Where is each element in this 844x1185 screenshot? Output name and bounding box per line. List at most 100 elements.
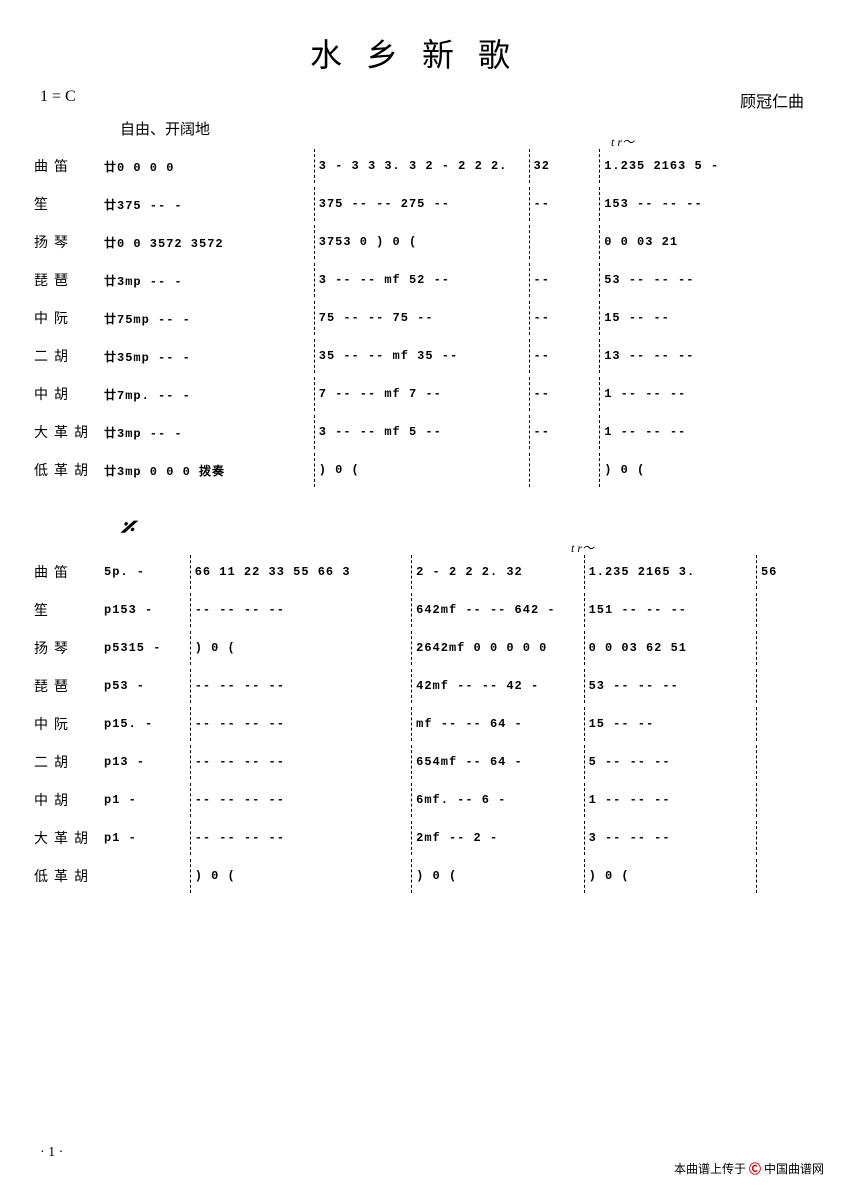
measure-cell: 1 -- -- -- [600,377,814,411]
staff-row-zhongruan-2: 中阮 p15. - -- -- -- -- mf -- -- 64 - 15 -… [30,705,814,743]
composer: 顾冠仁曲 [740,88,804,112]
notation-row: 廿75mp -- - 75 -- -- 75 -- -- 15 -- -- [100,301,814,335]
staff-row-pipa: 琵琶 廿3mp -- - 3 -- -- mf 52 -- -- 53 -- -… [30,261,814,299]
measure-cell [100,859,191,893]
measure-cell [530,453,601,487]
measure-cell: 廿7mp. -- - [100,377,315,411]
notation-row: ) 0 ( ) 0 ( ) 0 ( [100,859,814,893]
measure-cell: 0 0 03 62 51 [585,631,757,665]
measure-cell: -- -- -- -- [191,783,412,817]
measure-cell: 0 0 03 21 [600,225,814,259]
measure-cell: 5 -- -- -- [585,745,757,779]
measure-cell: ) 0 ( [191,859,412,893]
measure-cell: -- -- -- -- [191,821,412,855]
tempo-marking: 自由、开阔地 [120,118,814,139]
instrument-label: 曲笛 [30,562,100,582]
measure-cell [757,707,814,741]
measure-cell: 3 -- -- mf 5 -- [315,415,530,449]
instrument-label: 中胡 [30,790,100,810]
measure-cell: ) 0 ( [412,859,584,893]
measure-cell: -- [530,263,601,297]
measure-cell: 642mf -- -- 642 - [412,593,584,627]
measure-cell: p53 - [100,669,191,703]
measure-cell: 2mf -- 2 - [412,821,584,855]
instrument-label: 大革胡 [30,422,100,442]
instrument-label: 二胡 [30,752,100,772]
system-1: t r～ 曲笛 廿0 0 0 0 3 - 3 3 3. 3 2 - 2 2 2.… [30,147,814,489]
notation-row: p1 - -- -- -- -- 2mf -- 2 - 3 -- -- -- [100,821,814,855]
measure-cell: 廿35mp -- - [100,339,315,373]
measure-cell: 153 -- -- -- [600,187,814,221]
measure-cell: -- [530,415,601,449]
caesura-mark: 𝄎 [120,513,814,545]
measure-cell: 廿0 0 3572 3572 [100,225,315,259]
notation-row: 廿7mp. -- - 7 -- -- mf 7 -- -- 1 -- -- -- [100,377,814,411]
instrument-label: 中胡 [30,384,100,404]
staff-row-qudi: 曲笛 廿0 0 0 0 3 - 3 3 3. 3 2 - 2 2 2. 32 1… [30,147,814,185]
measure-cell: 廿0 0 0 0 [100,149,315,183]
measure-cell: p153 - [100,593,191,627]
staff-row-zhongruan: 中阮 廿75mp -- - 75 -- -- 75 -- -- 15 -- -- [30,299,814,337]
measure-cell: mf -- -- 64 - [412,707,584,741]
notation-row: p15. - -- -- -- -- mf -- -- 64 - 15 -- -… [100,707,814,741]
notation-row: 廿3mp -- - 3 -- -- mf 5 -- -- 1 -- -- -- [100,415,814,449]
measure-cell [757,631,814,665]
measure-cell: 2 - 2 2 2. 32 [412,555,584,589]
staff-row-zhonghu: 中胡 廿7mp. -- - 7 -- -- mf 7 -- -- 1 -- --… [30,375,814,413]
measure-cell: 廿75mp -- - [100,301,315,335]
notation-row: p13 - -- -- -- -- 654mf -- 64 - 5 -- -- … [100,745,814,779]
staff-row-sheng-2: 笙 p153 - -- -- -- -- 642mf -- -- 642 - 1… [30,591,814,629]
measure-cell: 5p. - [100,555,191,589]
measure-cell: 1.235 2165 3. [585,555,757,589]
staff-row-dagehu: 大革胡 廿3mp -- - 3 -- -- mf 5 -- -- 1 -- --… [30,413,814,451]
measure-cell: 2642mf 0 0 0 0 0 [412,631,584,665]
measure-cell: 35 -- -- mf 35 -- [315,339,530,373]
measure-cell: 151 -- -- -- [585,593,757,627]
measure-cell: ) 0 ( [191,631,412,665]
measure-cell: p5315 - [100,631,191,665]
measure-cell: -- -- -- -- [191,707,412,741]
measure-cell: 66 11 22 33 55 66 3 [191,555,412,589]
instrument-label: 二胡 [30,346,100,366]
measure-cell: 53 -- -- -- [585,669,757,703]
measure-cell: 3 -- -- -- [585,821,757,855]
instrument-label: 琵琶 [30,676,100,696]
system-2: t r～ 曲笛 5p. - 66 11 22 33 55 66 3 2 - 2 … [30,553,814,895]
footer-site: 中国曲谱网 [764,1162,824,1176]
staff-row-dagehu-2: 大革胡 p1 - -- -- -- -- 2mf -- 2 - 3 -- -- … [30,819,814,857]
measure-cell: 1.235 2163 5 - [600,149,814,183]
instrument-label: 低革胡 [30,460,100,480]
measure-cell [757,669,814,703]
measure-cell: -- -- -- -- [191,593,412,627]
measure-cell [757,593,814,627]
staff-row-erhu: 二胡 廿35mp -- - 35 -- -- mf 35 -- -- 13 --… [30,337,814,375]
instrument-label: 大革胡 [30,828,100,848]
staff-row-pipa-2: 琵琶 p53 - -- -- -- -- 42mf -- -- 42 - 53 … [30,667,814,705]
notation-row: 廿375 -- - 375 -- -- 275 -- -- 153 -- -- … [100,187,814,221]
instrument-label: 笙 [30,600,100,620]
instrument-label: 中阮 [30,714,100,734]
measure-cell: 1 -- -- -- [600,415,814,449]
footer-logo-icon: Ⓒ [749,1162,761,1176]
piece-title: 水乡新歌 [30,30,814,76]
instrument-label: 中阮 [30,308,100,328]
notation-row: 廿0 0 0 0 3 - 3 3 3. 3 2 - 2 2 2. 32 1.23… [100,149,814,183]
notation-row: 5p. - 66 11 22 33 55 66 3 2 - 2 2 2. 32 … [100,555,814,589]
measure-cell: 15 -- -- [600,301,814,335]
measure-cell: 56 [757,555,814,589]
measure-cell: 1 -- -- -- [585,783,757,817]
measure-cell [757,783,814,817]
measure-cell: p1 - [100,783,191,817]
instrument-label: 扬琴 [30,232,100,252]
measure-cell: 廿3mp 0 0 0 拨奏 [100,453,315,487]
staff-row-digehu-2: 低革胡 ) 0 ( ) 0 ( ) 0 ( [30,857,814,895]
notation-row: p53 - -- -- -- -- 42mf -- -- 42 - 53 -- … [100,669,814,703]
measure-cell: 廿375 -- - [100,187,315,221]
measure-cell: 53 -- -- -- [600,263,814,297]
measure-cell: -- [530,301,601,335]
page-number: · 1 · [40,1145,63,1161]
staff-row-yangqin: 扬琴 廿0 0 3572 3572 3753 0 ) 0 ( 0 0 03 21 [30,223,814,261]
measure-cell: 廿3mp -- - [100,263,315,297]
staff-row-sheng: 笙 廿375 -- - 375 -- -- 275 -- -- 153 -- -… [30,185,814,223]
measure-cell: p15. - [100,707,191,741]
